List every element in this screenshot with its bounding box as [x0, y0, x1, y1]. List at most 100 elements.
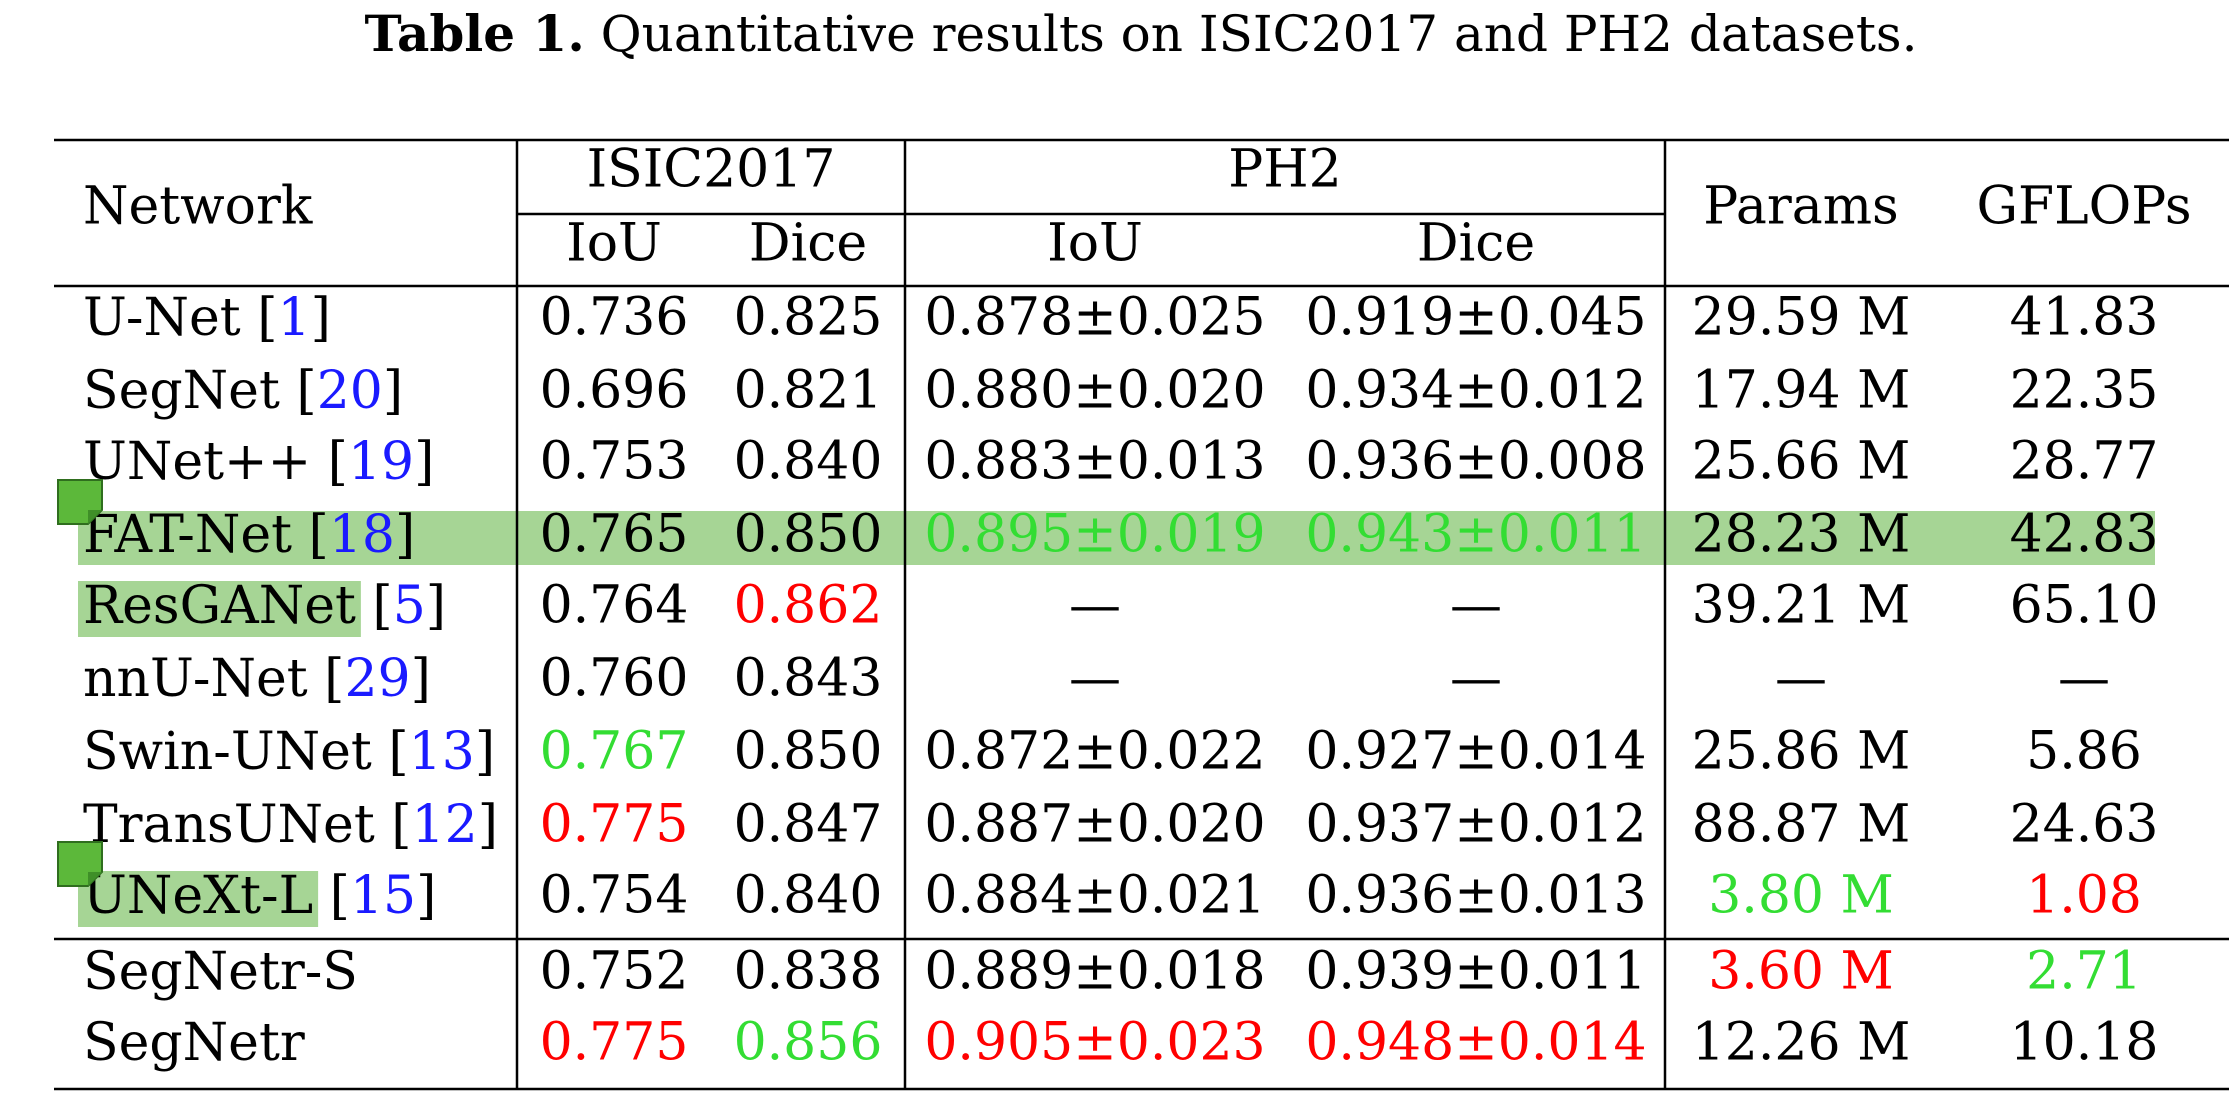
- name: SegNet: [83, 361, 280, 421]
- header-cell: IoU: [1047, 214, 1143, 274]
- table-cell: —: [1069, 649, 1121, 709]
- table-cell: 0.927±0.014: [1305, 722, 1646, 782]
- bracket: ]: [478, 795, 498, 855]
- bracket: ]: [414, 432, 434, 492]
- header-cell: Network: [83, 177, 313, 237]
- table-cell: —: [2058, 649, 2110, 709]
- bracket: ]: [475, 722, 495, 782]
- bracket: [: [388, 722, 408, 782]
- table-cell: 0.905±0.023: [924, 1013, 1265, 1073]
- name: nnU-Net: [83, 649, 308, 709]
- bracket: [: [296, 361, 316, 421]
- table-cell: 0.767: [540, 722, 689, 782]
- network-name: SegNetr: [83, 1013, 305, 1073]
- name-highlight: [78, 581, 361, 637]
- network-name: TransUNet [12]: [83, 795, 498, 855]
- table-cell: 0.936±0.013: [1305, 866, 1646, 926]
- bracket: [: [309, 505, 329, 565]
- table-cell: 0.840: [734, 432, 883, 492]
- network-name: ResGANet [5]: [83, 576, 446, 636]
- note-icon: [57, 479, 103, 525]
- table-cell: 5.86: [2026, 722, 2142, 782]
- highlights: [78, 511, 2155, 927]
- table-cell: 0.856: [734, 1013, 883, 1073]
- table-cell: 0.825: [734, 288, 883, 348]
- network-name: SegNetr-S: [83, 942, 358, 1002]
- name: UNet++: [83, 432, 311, 492]
- network-name: U-Net [1]: [83, 288, 331, 348]
- table-cell: 0.895±0.019: [924, 505, 1265, 565]
- table-cell: 0.887±0.020: [924, 795, 1265, 855]
- name: U-Net: [83, 288, 241, 348]
- network-name: UNet++ [19]: [83, 432, 434, 492]
- header-cell: GFLOPs: [1976, 177, 2191, 237]
- citation: 13: [409, 722, 475, 782]
- bracket: [: [372, 576, 392, 636]
- citation: 20: [317, 361, 383, 421]
- header-cell: ISIC2017: [587, 140, 836, 200]
- citation: 1: [277, 288, 310, 348]
- table-cell: 1.08: [2026, 866, 2142, 926]
- table-cell: 3.60 M: [1708, 942, 1894, 1002]
- table-cell: 0.753: [540, 432, 689, 492]
- citation: 18: [329, 505, 395, 565]
- name: SegNetr-S: [83, 942, 358, 1002]
- network-name: Swin-UNet [13]: [83, 722, 495, 782]
- table-cell: —: [1775, 649, 1827, 709]
- table-cell: 0.736: [540, 288, 689, 348]
- citation: 15: [350, 866, 416, 926]
- table-cell: 24.63: [2010, 795, 2159, 855]
- name: TransUNet: [83, 795, 375, 855]
- table-cell: 29.59 M: [1692, 288, 1911, 348]
- table-cell: 41.83: [2010, 288, 2159, 348]
- bracket: ]: [311, 288, 331, 348]
- header-cell: Dice: [1417, 214, 1535, 274]
- table-cell: 12.26 M: [1692, 1013, 1911, 1073]
- table-cell: 0.775: [540, 1013, 689, 1073]
- note-icon: [57, 841, 103, 887]
- table-cell: 0.934±0.012: [1305, 361, 1646, 421]
- table-cell: 0.775: [540, 795, 689, 855]
- bracket: [: [257, 288, 277, 348]
- table-cell: 42.83: [2010, 505, 2159, 565]
- network-name: nnU-Net [29]: [83, 649, 431, 709]
- name: ResGANet: [83, 576, 356, 636]
- header-cell: IoU: [566, 214, 662, 274]
- table-cell: 0.765: [540, 505, 689, 565]
- table-cell: —: [1069, 576, 1121, 636]
- table-cell: 0.872±0.022: [924, 722, 1265, 782]
- table-cell: 0.948±0.014: [1305, 1013, 1646, 1073]
- table-cell: 2.71: [2026, 942, 2142, 1002]
- header-cell: Params: [1703, 177, 1899, 237]
- table-cell: 0.764: [540, 576, 689, 636]
- citation: 19: [348, 432, 414, 492]
- table-cell: 39.21 M: [1692, 576, 1911, 636]
- table-cell: 0.754: [540, 866, 689, 926]
- citation: 5: [393, 576, 426, 636]
- bracket: [: [328, 432, 348, 492]
- table-cell: —: [1450, 649, 1502, 709]
- table-cell: 0.937±0.012: [1305, 795, 1646, 855]
- table-cell: 0.821: [734, 361, 883, 421]
- table-cell: 25.66 M: [1692, 432, 1911, 492]
- table-body: Network ISIC2017 PH2 IoU Dice IoU Dice Params GF…: [83, 140, 2192, 1073]
- caption-label: Table 1.: [365, 4, 585, 63]
- table-cell: 0.696: [540, 361, 689, 421]
- name: UNeXt-L: [83, 866, 313, 926]
- bracket: [: [391, 795, 411, 855]
- table-cell: 10.18: [2010, 1013, 2159, 1073]
- table-cell: 0.843: [734, 649, 883, 709]
- bracket: ]: [416, 866, 436, 926]
- name: Swin-UNet: [83, 722, 372, 782]
- table-cell: 17.94 M: [1692, 361, 1911, 421]
- citation: 29: [344, 649, 410, 709]
- header-cell: PH2: [1228, 140, 1341, 200]
- network-name: FAT-Net [18]: [83, 505, 415, 565]
- bracket: ]: [426, 576, 446, 636]
- table-cell: 0.889±0.018: [924, 942, 1265, 1002]
- caption-text: Quantitative results on ISIC2017 and PH2…: [601, 5, 1918, 63]
- table-cell: 0.850: [734, 505, 883, 565]
- table-cell: 88.87 M: [1692, 795, 1911, 855]
- table-cell: 65.10: [2010, 576, 2159, 636]
